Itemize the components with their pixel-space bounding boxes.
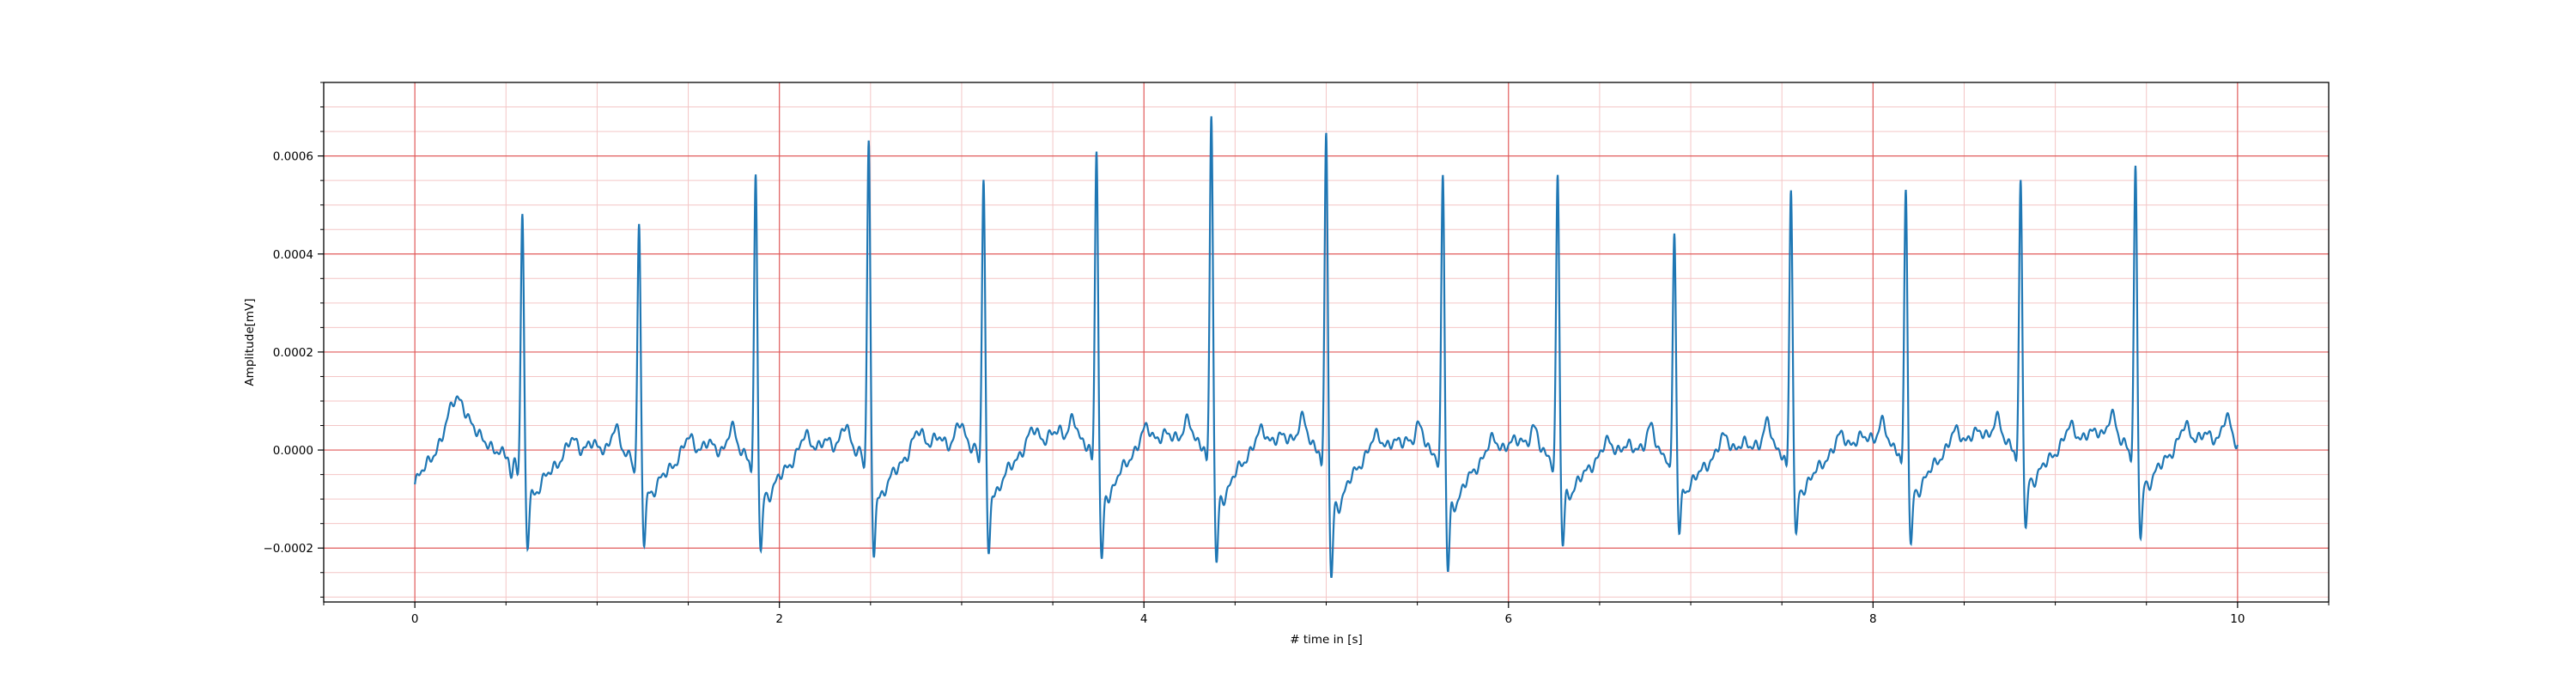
plot-area xyxy=(414,116,2239,579)
x-tick-label: 2 xyxy=(775,612,783,626)
y-tick-label: 0.0002 xyxy=(273,346,313,360)
x-axis-label: # time in [s] xyxy=(1290,633,1363,647)
y-axis-ticks: −0.0002 0.0000 0.0002 0.0004 0.0006 xyxy=(263,82,324,598)
y-tick-label: 0.0006 xyxy=(273,150,313,164)
x-tick-label: 8 xyxy=(1869,612,1877,626)
x-tick-label: 10 xyxy=(2230,612,2245,626)
y-tick-label: 0.0000 xyxy=(273,444,313,458)
x-tick-label: 0 xyxy=(411,612,419,626)
ecg-signal-line xyxy=(414,116,2239,579)
y-tick-label: −0.0002 xyxy=(263,542,313,556)
x-tick-label: 6 xyxy=(1504,612,1512,626)
x-tick-label: 4 xyxy=(1140,612,1148,626)
y-tick-label: 0.0004 xyxy=(273,248,313,262)
y-axis-label: Amplitude[mV] xyxy=(243,298,257,386)
x-axis-ticks: 0 2 4 6 8 10 xyxy=(323,602,2330,626)
